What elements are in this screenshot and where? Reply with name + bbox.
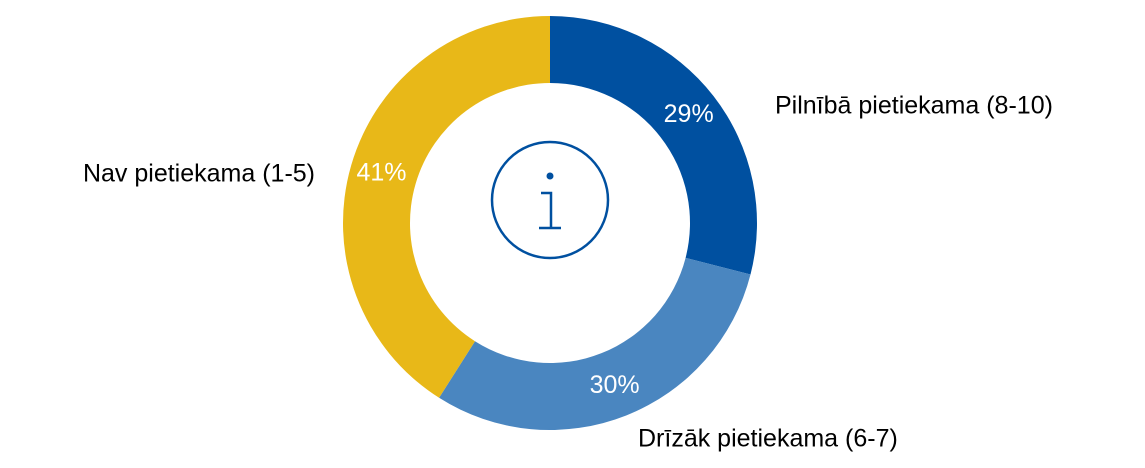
value-label: 30% [590, 371, 640, 399]
value-label: 41% [356, 159, 406, 187]
slice [439, 257, 751, 430]
category-label: Nav pietiekama (1-5) [83, 160, 315, 188]
info-icon [490, 140, 610, 260]
value-label: 29% [664, 100, 714, 128]
slice [550, 16, 757, 275]
slice [342, 16, 550, 398]
category-label: Drīzāk pietiekama (6-7) [638, 425, 898, 453]
category-label: Pilnībā pietiekama (8-10) [775, 92, 1053, 120]
